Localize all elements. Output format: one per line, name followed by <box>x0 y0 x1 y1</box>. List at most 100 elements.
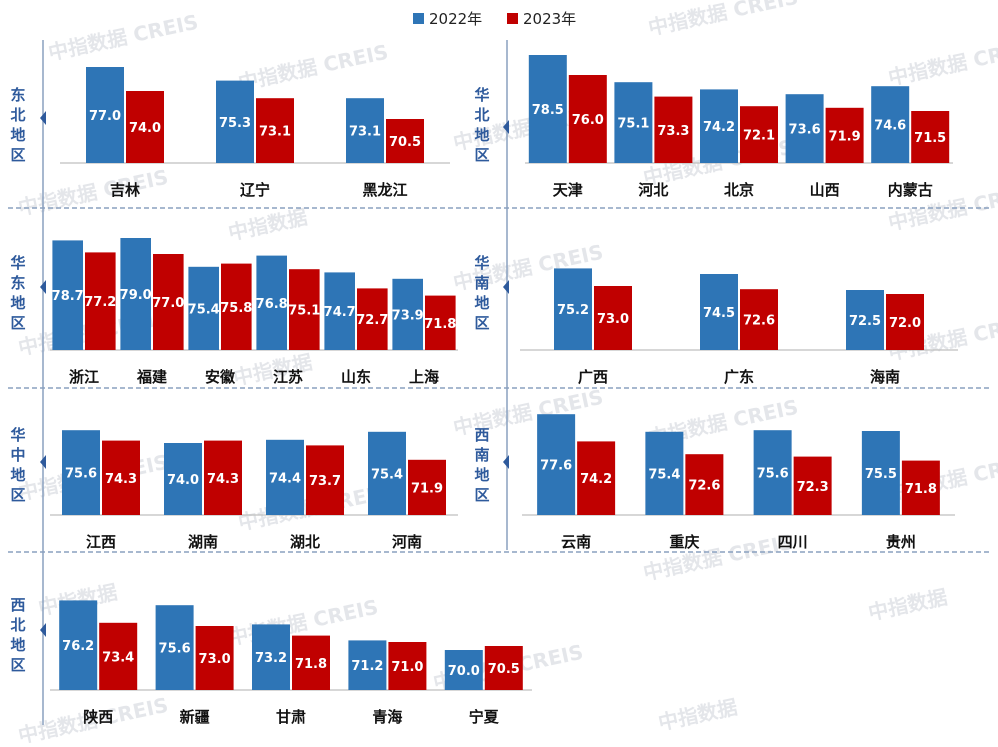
data-label: 75.3 <box>219 116 251 131</box>
region-label-char: 地 <box>10 636 25 654</box>
data-label: 77.0 <box>89 109 121 124</box>
bar-2023 <box>153 254 184 350</box>
bar-2023 <box>292 635 330 690</box>
bar-2023 <box>484 646 523 690</box>
bar-2023 <box>256 98 294 163</box>
bar-2023 <box>901 460 940 515</box>
bar-2023 <box>577 441 616 515</box>
data-label: 70.5 <box>389 135 421 150</box>
data-label: 72.1 <box>743 129 775 144</box>
region-label-char: 西 <box>474 426 489 444</box>
category-label: 浙江 <box>69 368 99 386</box>
region-label-char: 东 <box>10 274 25 292</box>
category-label: 福建 <box>136 368 168 386</box>
region-arrow-icon <box>40 111 46 125</box>
region-label-char: 北 <box>474 106 489 124</box>
data-label: 79.0 <box>120 288 152 303</box>
bar-2022 <box>86 67 124 163</box>
data-label: 73.3 <box>657 124 689 139</box>
data-label: 76.2 <box>62 639 94 654</box>
data-label: 74.2 <box>580 472 612 487</box>
data-label: 75.2 <box>557 303 589 318</box>
data-label: 72.5 <box>849 314 881 329</box>
bar-2023 <box>825 107 864 163</box>
bar-2023 <box>195 626 234 690</box>
data-label: 77.2 <box>84 295 116 310</box>
region-arrow-icon <box>503 120 509 134</box>
bar-2023 <box>85 252 116 350</box>
category-label: 安徽 <box>205 368 236 386</box>
watermark-text: 中指数据 CREIS <box>46 10 200 65</box>
data-label: 73.1 <box>349 125 381 140</box>
bar-2022 <box>753 430 792 515</box>
category-label: 河北 <box>638 181 668 199</box>
watermark-text: 中指数据 CREIS <box>641 530 795 585</box>
data-label: 72.0 <box>889 316 921 331</box>
bar-2022 <box>348 640 387 690</box>
data-label: 75.6 <box>159 642 191 657</box>
data-label: 77.0 <box>152 296 184 311</box>
data-label: 73.9 <box>392 308 424 323</box>
region-label-char: 华 <box>474 86 489 104</box>
category-label: 天津 <box>553 181 583 199</box>
watermark-text: 中指数据 CREIS <box>646 0 800 40</box>
category-label: 重庆 <box>669 533 699 551</box>
watermark-text: 中指数据 <box>866 585 949 625</box>
bar-2023 <box>289 269 320 350</box>
data-label: 75.4 <box>371 467 403 482</box>
bar-2023 <box>654 96 693 163</box>
data-label: 73.6 <box>789 123 821 138</box>
bar-2022 <box>700 274 738 350</box>
bar-2022 <box>537 414 576 515</box>
data-label: 75.4 <box>188 302 220 317</box>
bar-2023 <box>568 75 607 163</box>
data-label: 75.6 <box>65 467 97 482</box>
region-label-char: 东 <box>10 86 25 104</box>
region-label-char: 西 <box>10 596 25 614</box>
category-label: 青海 <box>372 708 402 726</box>
region-label-char: 华 <box>474 254 489 272</box>
region-label-char: 区 <box>10 486 25 504</box>
bar-2023 <box>740 106 778 163</box>
region-label-char: 区 <box>474 486 489 504</box>
data-label: 75.8 <box>220 301 252 316</box>
legend-swatch-2023 <box>507 13 518 24</box>
bar-2022 <box>871 86 910 163</box>
bar-2023 <box>793 456 832 515</box>
category-label: 甘肃 <box>276 708 306 726</box>
bar-2022 <box>59 600 98 690</box>
bar-2023 <box>408 459 446 515</box>
data-label: 74.0 <box>167 473 199 488</box>
data-label: 73.7 <box>309 474 341 489</box>
data-label: 77.6 <box>540 459 572 474</box>
category-label: 河南 <box>392 533 422 551</box>
category-label: 山东 <box>341 368 371 386</box>
bar-2023 <box>388 642 427 690</box>
bar-2022 <box>444 650 483 690</box>
region-label-char: 华 <box>10 254 25 272</box>
data-label: 75.5 <box>865 467 897 482</box>
data-label: 74.3 <box>207 472 239 487</box>
region-label-char: 地 <box>474 294 489 312</box>
region-label-char: 北 <box>10 616 25 634</box>
legend: 2022年 2023年 <box>413 10 576 28</box>
data-label: 72.3 <box>797 480 829 495</box>
region-arrow-icon <box>40 623 46 637</box>
data-label: 78.5 <box>532 103 564 118</box>
data-label: 76.8 <box>256 297 288 312</box>
region-label-char: 中 <box>10 446 25 464</box>
bar-2023 <box>126 91 164 163</box>
data-label: 70.0 <box>448 664 480 679</box>
bar-2023 <box>685 454 724 515</box>
data-label: 71.9 <box>829 129 861 144</box>
data-label: 75.6 <box>757 467 789 482</box>
region-arrow-icon <box>503 455 509 469</box>
bar-2023 <box>99 622 138 690</box>
region-label-char: 地 <box>10 466 25 484</box>
data-label: 71.5 <box>914 131 946 146</box>
category-label: 湖南 <box>188 533 218 551</box>
